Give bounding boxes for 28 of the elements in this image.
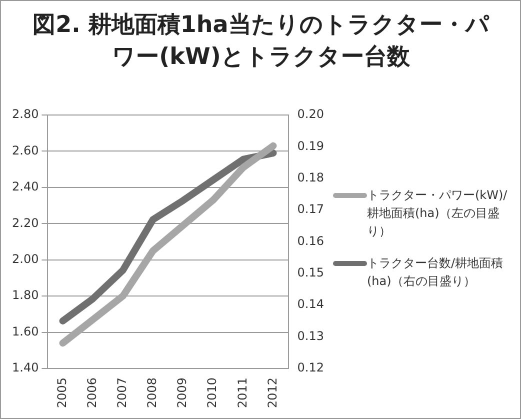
- y-tick-label: 2.80: [12, 107, 39, 122]
- y-tick-label: 2.60: [12, 143, 39, 158]
- x-tick-label: 2006: [84, 377, 99, 408]
- chart-title: 図2. 耕地面積1ha当たりのトラクター・パワー(kW)とトラクター台数: [32, 11, 490, 72]
- x-tick-label: 2011: [235, 377, 250, 408]
- legend-label: トラクター・パワー(kW)/耕地面積(ha)（左の目盛り）: [367, 187, 508, 240]
- y2-tick-label: 0.19: [297, 138, 324, 153]
- x-tick-label: 2012: [265, 377, 280, 408]
- x-tick-label: 2007: [115, 377, 130, 408]
- y2-tick-label: 0.17: [297, 202, 324, 216]
- y-tick-label: 1.40: [12, 360, 39, 375]
- y-tick-label: 2.00: [12, 252, 39, 266]
- y2-tick-label: 0.15: [297, 266, 324, 280]
- y-tick-label: 2.20: [12, 216, 39, 230]
- legend-label: トラクター台数/耕地面積(ha)（右の目盛り）: [367, 255, 504, 290]
- y2-tick-label: 0.13: [297, 328, 324, 343]
- x-tick-label: 2009: [175, 377, 190, 408]
- y2-tick-label: 0.20: [297, 107, 324, 122]
- y2-tick-label: 0.18: [297, 170, 324, 184]
- y-tick-label: 1.60: [12, 324, 39, 338]
- x-tick-label: 2010: [205, 377, 220, 408]
- y-tick-label: 2.40: [12, 180, 39, 194]
- x-tick-label: 2008: [145, 377, 160, 408]
- y2-tick-label: 0.16: [297, 234, 324, 248]
- x-tick-label: 2005: [54, 377, 69, 408]
- y-tick-label: 1.80: [12, 288, 39, 302]
- y2-tick-label: 0.14: [297, 297, 324, 312]
- y2-tick-label: 0.12: [297, 360, 324, 375]
